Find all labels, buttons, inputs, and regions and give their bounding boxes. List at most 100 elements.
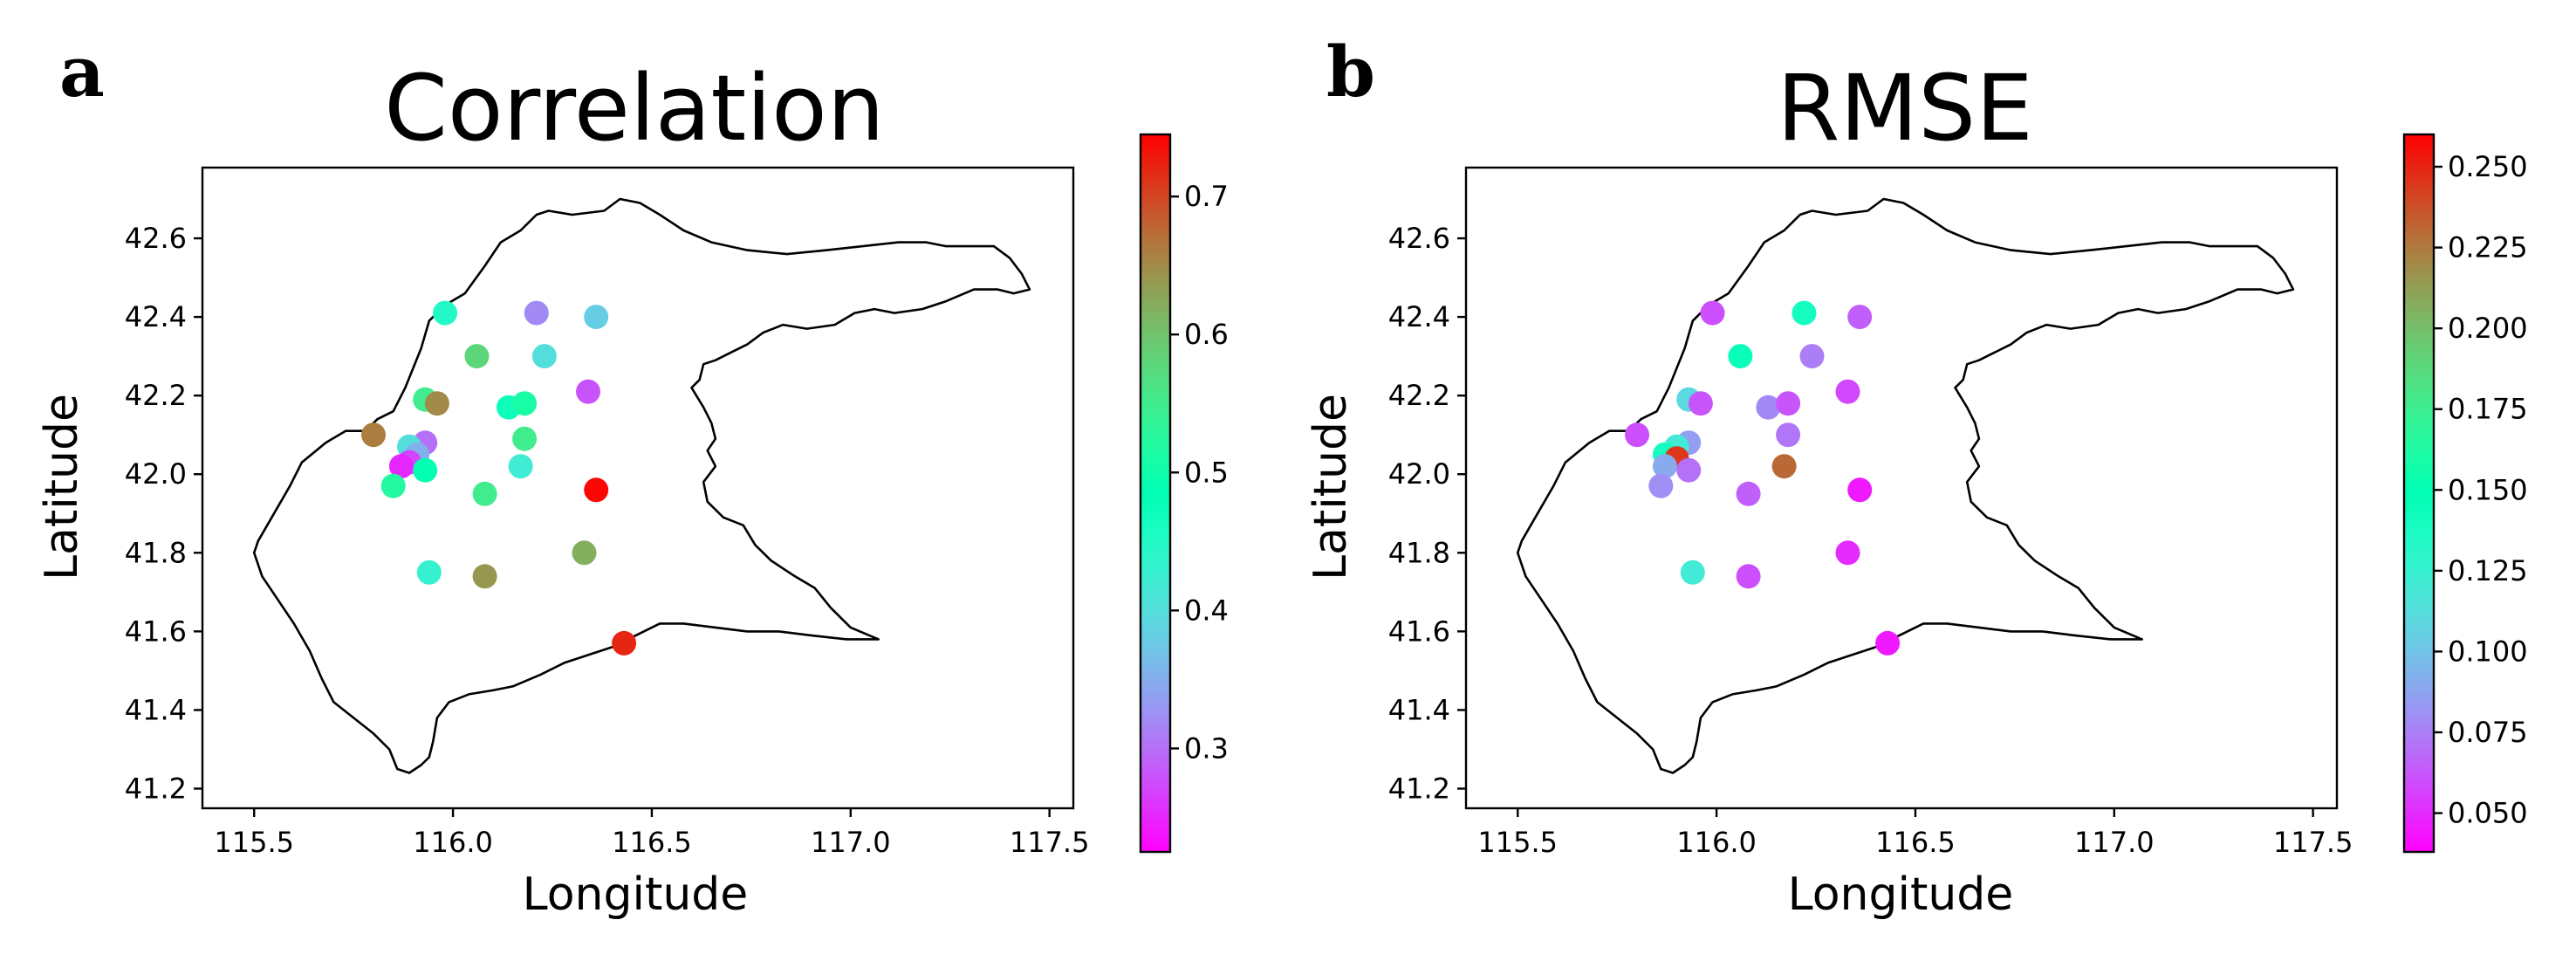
station-point [1875,630,1901,656]
colorbar-tick-label: 0.250 [2448,150,2528,183]
y-axis-label: Latitude [36,394,88,580]
station-point [388,454,414,479]
y-tick-label: 41.6 [1388,614,1450,648]
y-tick-label: 42.4 [125,300,187,333]
y-tick-label: 41.2 [1388,772,1450,805]
x-tick-label: 116.5 [1875,826,1956,859]
x-tick-label: 115.5 [1477,826,1558,859]
colorbar-tick-label: 0.225 [2448,231,2528,264]
station-point [1728,344,1753,369]
y-tick-label: 42.4 [1388,300,1450,333]
station-point [512,426,538,451]
region-outline [1516,197,2295,774]
station-point [1776,391,1801,416]
y-tick-label: 42.2 [125,379,187,412]
station-point [433,300,457,326]
station-point [1771,454,1797,479]
plot-frame [201,166,1075,810]
station-point [1688,391,1713,416]
station-point [1736,564,1761,589]
station-point [416,560,442,585]
x-axis-label: Longitude [1788,868,2014,921]
station-point [1756,395,1781,420]
colorbar-tick-label: 0.150 [2448,473,2528,506]
station-point [424,391,449,416]
y-tick-label: 41.6 [125,614,187,648]
station-point [612,630,637,656]
station-point [508,454,533,479]
station-point [1847,477,1873,503]
station-point [524,300,549,326]
y-tick-label: 41.8 [1388,536,1450,569]
chart-title-correlation: Correlation [384,55,884,161]
x-tick-label: 117.5 [2273,826,2353,859]
y-tick-label: 41.2 [125,772,187,805]
station-point [413,457,438,483]
y-tick-label: 42.0 [125,457,187,491]
colorbar-tick-label: 0.100 [2448,635,2528,668]
colorbar-tick-label: 0.7 [1184,180,1229,213]
station-point [1847,305,1873,330]
x-tick-label: 116.5 [612,826,692,859]
station-point [584,477,609,503]
station-point [1652,454,1677,479]
colorbar-frame [2402,133,2436,854]
y-tick-label: 41.4 [125,693,187,726]
station-point [1625,422,1649,448]
station-point [512,391,538,416]
colorbar: 0.050 0.075 0.100 0.125 0.150 0.175 0.200 0.225… [2402,133,2528,854]
station-point [1835,379,1860,404]
chart-title-rmse: RMSE [1777,55,2033,161]
station-point [1648,473,1674,498]
colorbar-tick-label: 0.5 [1184,456,1229,489]
plot-frame [1464,166,2339,810]
y-tick-label: 42.0 [1388,457,1450,491]
panel-correlation: a Correlation 115.5 116.0 116.5 117.0 117.5 … [36,31,1229,921]
colorbar-frame [1139,133,1172,854]
station-point [464,344,490,369]
colorbar-tick-label: 0.4 [1184,594,1229,627]
station-point [531,344,557,369]
colorbar-tick-label: 0.075 [2448,716,2528,749]
y-tick-label: 41.4 [1388,693,1450,726]
x-tick-label: 115.5 [214,826,294,859]
station-point [380,473,406,498]
colorbar-tick-label: 0.175 [2448,393,2528,426]
station-point [1680,560,1705,585]
colorbar-tick-label: 0.200 [2448,312,2528,345]
colorbar-tick-label: 0.125 [2448,554,2528,587]
station-point [1792,300,1817,326]
station-point [1799,344,1825,369]
y-tick-label: 42.2 [1388,379,1450,412]
station-point [1736,481,1761,506]
colorbar-tick-label: 0.050 [2448,797,2528,830]
station-point [576,379,600,404]
x-tick-label: 117.0 [2074,826,2155,859]
station-point [572,540,597,566]
x-tick-label: 117.0 [811,826,891,859]
panel-letter-b: b [1326,31,1375,113]
colorbar-gradient [2404,134,2434,852]
station-point [1676,457,1702,483]
station-point [472,564,497,589]
region-outline [252,197,1031,774]
panel-rmse: b RMSE 115.5 116.0 116.5 117.0 117.5 41.2 41.… [1305,31,2528,921]
y-tick-label: 41.8 [125,536,187,569]
colorbar-tick-label: 0.6 [1184,318,1229,351]
x-tick-label: 116.0 [413,826,493,859]
station-point [472,481,497,506]
y-tick-label: 42.6 [1388,222,1450,255]
station-point [1835,540,1860,566]
station-point [361,422,386,448]
colorbar-tick-label: 0.3 [1184,731,1229,765]
x-axis-label: Longitude [523,868,749,921]
station-point [584,305,609,330]
y-axis-label: Latitude [1305,394,1357,580]
y-tick-label: 42.6 [125,222,187,255]
panel-letter-a: a [59,31,105,113]
colorbar-gradient [1141,134,1170,852]
x-tick-label: 116.0 [1676,826,1757,859]
station-point [1776,422,1801,448]
station-point [1700,300,1725,326]
